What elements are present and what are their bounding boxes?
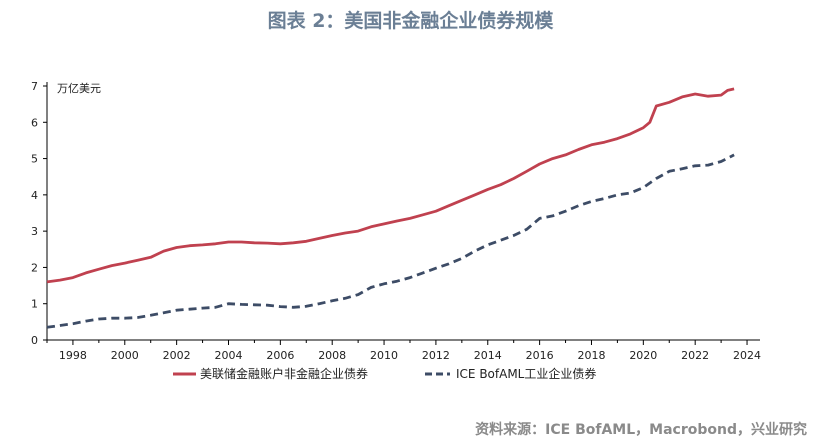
x-tick-label: 2022 bbox=[681, 349, 709, 362]
source-note: 资料来源：ICE BofAML，Macrobond，兴业研究 bbox=[475, 422, 807, 438]
x-tick-label: 2012 bbox=[422, 349, 450, 362]
y-tick-label: 4 bbox=[31, 189, 38, 202]
x-tick-label: 2002 bbox=[163, 349, 191, 362]
x-tick-label: 2014 bbox=[474, 349, 502, 362]
x-tick-label: 2016 bbox=[526, 349, 554, 362]
y-axis-ticks: 0 1 2 3 4 5 6 7 bbox=[31, 80, 47, 347]
legend-label-series-1: 美联储金融账户非金融企业债券 bbox=[200, 366, 368, 381]
legend-label-series-2: ICE BofAML工业企业债券 bbox=[456, 366, 596, 381]
x-tick-label: 2004 bbox=[214, 349, 242, 362]
y-tick-label: 3 bbox=[31, 225, 38, 238]
y-tick-label: 2 bbox=[31, 261, 38, 274]
y-axis-unit-label: 万亿美元 bbox=[57, 82, 101, 95]
legend: 美联储金融账户非金融企业债券 ICE BofAML工业企业债券 bbox=[173, 366, 596, 381]
x-tick-label: 2018 bbox=[577, 349, 605, 362]
x-tick-label: 1998 bbox=[59, 349, 87, 362]
series-line-1 bbox=[46, 87, 735, 284]
x-tick-label: 2000 bbox=[111, 349, 139, 362]
x-tick-label: 2024 bbox=[733, 349, 761, 362]
y-tick-label: 1 bbox=[31, 298, 38, 311]
x-tick-label: 2020 bbox=[629, 349, 657, 362]
series-line-2 bbox=[46, 153, 735, 329]
chart-title: 图表 2：美国非金融企业债券规模 bbox=[267, 10, 554, 32]
y-tick-label: 5 bbox=[31, 153, 38, 166]
y-tick-label: 0 bbox=[31, 334, 38, 347]
x-axis-ticks: 1998 2000 2002 2004 2006 2008 2010 2012 2014 2016… bbox=[46, 340, 761, 362]
x-tick-label: 2006 bbox=[266, 349, 294, 362]
y-tick-label: 7 bbox=[31, 80, 38, 93]
x-tick-label: 2010 bbox=[370, 349, 398, 362]
axes bbox=[46, 82, 760, 341]
x-tick-label: 2008 bbox=[318, 349, 346, 362]
series-group bbox=[46, 87, 735, 329]
y-tick-label: 6 bbox=[31, 116, 38, 129]
